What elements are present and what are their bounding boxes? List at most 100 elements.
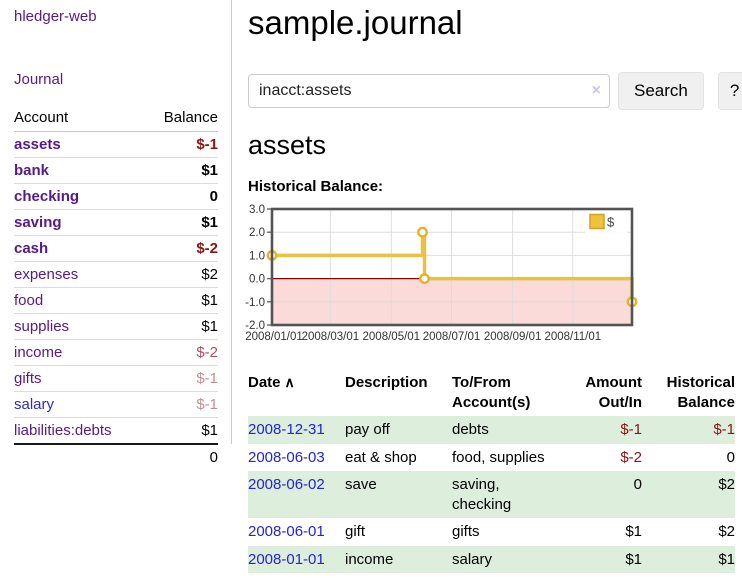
- transaction-description: gift: [345, 518, 452, 546]
- svg-text:2008/01/01: 2008/01/01: [245, 331, 303, 343]
- transaction-balance: $2: [642, 518, 735, 546]
- header-accounts: To/From Account(s): [452, 370, 556, 417]
- transaction-accounts: saving, checking: [452, 471, 556, 518]
- help-button[interactable]: ?: [718, 72, 742, 110]
- account-row: income $-2: [14, 340, 218, 366]
- header-balance: Historical Balance: [642, 370, 735, 417]
- transaction-date-link[interactable]: 2008-12-31: [248, 421, 325, 438]
- transaction-amount: $-1: [556, 416, 642, 444]
- accounts-total: 0: [145, 444, 218, 470]
- sidebar-nav: Journal: [14, 71, 218, 88]
- account-balance: $1: [145, 158, 218, 184]
- account-link-assets[interactable]: assets: [14, 136, 61, 153]
- y-axis-labels: 3.0 2.0 1.0 0.0 -1.0 -2.0: [245, 204, 265, 332]
- transaction-accounts: salary: [452, 546, 556, 574]
- legend-swatch: [590, 214, 604, 228]
- account-row: checking 0: [14, 184, 218, 210]
- account-link-income[interactable]: income: [14, 344, 62, 361]
- transaction-accounts: gifts: [452, 518, 556, 546]
- transaction-description: eat & shop: [345, 444, 452, 472]
- x-axis-labels: 2008/01/01 2008/03/01 2008/05/01 2008/07…: [245, 331, 601, 343]
- svg-text:2008/09/01: 2008/09/01: [484, 331, 542, 343]
- account-link-saving[interactable]: saving: [14, 214, 62, 231]
- register-row: 2008-12-31 pay off debts $-1 $-1: [248, 416, 735, 444]
- accounts-header-balance: Balance: [145, 105, 218, 132]
- account-row: supplies $1: [14, 314, 218, 340]
- svg-text:2.0: 2.0: [249, 227, 265, 239]
- register-table: Date∧ Description To/From Account(s) Amo…: [248, 370, 735, 574]
- account-balance: $-1: [145, 366, 218, 392]
- account-row: assets $-1: [14, 132, 218, 158]
- transaction-accounts: debts: [452, 416, 556, 444]
- register-row: 2008-06-01 gift gifts $1 $2: [248, 518, 735, 546]
- svg-text:2008/03/01: 2008/03/01: [302, 331, 360, 343]
- chart-section-label: Historical Balance:: [248, 178, 742, 195]
- svg-text:2008/11/01: 2008/11/01: [544, 331, 601, 343]
- search-form: × Search ?: [248, 72, 742, 110]
- account-row: food $1: [14, 288, 218, 314]
- account-balance: $1: [145, 288, 218, 314]
- transaction-date-link[interactable]: 2008-01-01: [248, 551, 325, 568]
- transaction-balance: $-1: [642, 416, 735, 444]
- account-row: gifts $-1: [14, 366, 218, 392]
- transaction-description: pay off: [345, 416, 452, 444]
- accounts-header-account: Account: [14, 105, 145, 132]
- historical-balance-chart: $ 3.0 2.0 1.0 0.0 -1.0 -2.0 2008/01/01 2…: [244, 203, 742, 357]
- transaction-amount: $1: [556, 546, 642, 574]
- account-balance: $1: [145, 210, 218, 236]
- account-row: saving $1: [14, 210, 218, 236]
- account-heading: assets: [248, 131, 742, 161]
- search-button[interactable]: Search: [618, 72, 704, 110]
- chart-svg: $ 3.0 2.0 1.0 0.0 -1.0 -2.0 2008/01/01 2…: [244, 203, 646, 353]
- account-link-bank[interactable]: bank: [14, 162, 49, 179]
- clear-search-icon[interactable]: ×: [592, 82, 601, 100]
- transaction-balance: $1: [642, 546, 735, 574]
- search-input[interactable]: [248, 74, 610, 108]
- svg-text:2008/05/01: 2008/05/01: [363, 331, 421, 343]
- transaction-accounts: food, supplies: [452, 444, 556, 472]
- account-row: bank $1: [14, 158, 218, 184]
- app-brand: hledger-web: [14, 8, 218, 25]
- svg-text:0.0: 0.0: [249, 273, 265, 285]
- account-link-food[interactable]: food: [14, 292, 43, 309]
- sort-ascending-icon: ∧: [281, 374, 295, 390]
- account-balance: $-2: [145, 340, 218, 366]
- register-row: 2008-01-01 income salary $1 $1: [248, 546, 735, 574]
- account-link-salary[interactable]: salary: [14, 396, 54, 413]
- transaction-date-link[interactable]: 2008-06-01: [248, 523, 325, 540]
- register-row: 2008-06-02 save saving, checking 0 $2: [248, 471, 735, 518]
- account-link-checking[interactable]: checking: [14, 188, 79, 205]
- journal-nav-link[interactable]: Journal: [14, 71, 63, 88]
- page-title: sample.journal: [248, 4, 742, 42]
- header-date[interactable]: Date∧: [248, 370, 345, 417]
- svg-text:2008/07/01: 2008/07/01: [423, 331, 481, 343]
- account-balance: $2: [145, 262, 218, 288]
- transaction-balance: 0: [642, 444, 735, 472]
- chart-legend: $: [585, 212, 627, 233]
- account-link-supplies[interactable]: supplies: [14, 318, 69, 335]
- account-row: expenses $2: [14, 262, 218, 288]
- main-content: sample.journal × Search ? assets Histori…: [232, 0, 742, 573]
- account-balance: 0: [145, 184, 218, 210]
- transaction-date-link[interactable]: 2008-06-03: [248, 449, 325, 466]
- transaction-amount: $-2: [556, 444, 642, 472]
- svg-text:3.0: 3.0: [249, 204, 265, 216]
- account-row: salary $-1: [14, 392, 218, 418]
- transaction-date-link[interactable]: 2008-06-02: [248, 476, 325, 493]
- transaction-description: save: [345, 471, 452, 518]
- account-link-gifts[interactable]: gifts: [14, 370, 42, 387]
- account-link-liabilities-debts[interactable]: liabilities:debts: [14, 422, 112, 439]
- account-link-cash[interactable]: cash: [14, 240, 48, 257]
- accounts-header-row: Account Balance: [14, 105, 218, 132]
- sidebar: hledger-web Journal Account Balance asse…: [0, 0, 232, 573]
- legend-label: $: [607, 214, 615, 229]
- accounts-table: Account Balance assets $-1 bank $1 check…: [14, 105, 218, 470]
- accounts-total-row: 0: [14, 444, 218, 470]
- transaction-amount: $1: [556, 518, 642, 546]
- search-box: ×: [248, 74, 610, 108]
- account-balance: $1: [145, 418, 218, 445]
- account-link-expenses[interactable]: expenses: [14, 266, 78, 283]
- transaction-amount: 0: [556, 471, 642, 518]
- brand-link[interactable]: hledger-web: [14, 8, 97, 25]
- register-header-row: Date∧ Description To/From Account(s) Amo…: [248, 370, 735, 417]
